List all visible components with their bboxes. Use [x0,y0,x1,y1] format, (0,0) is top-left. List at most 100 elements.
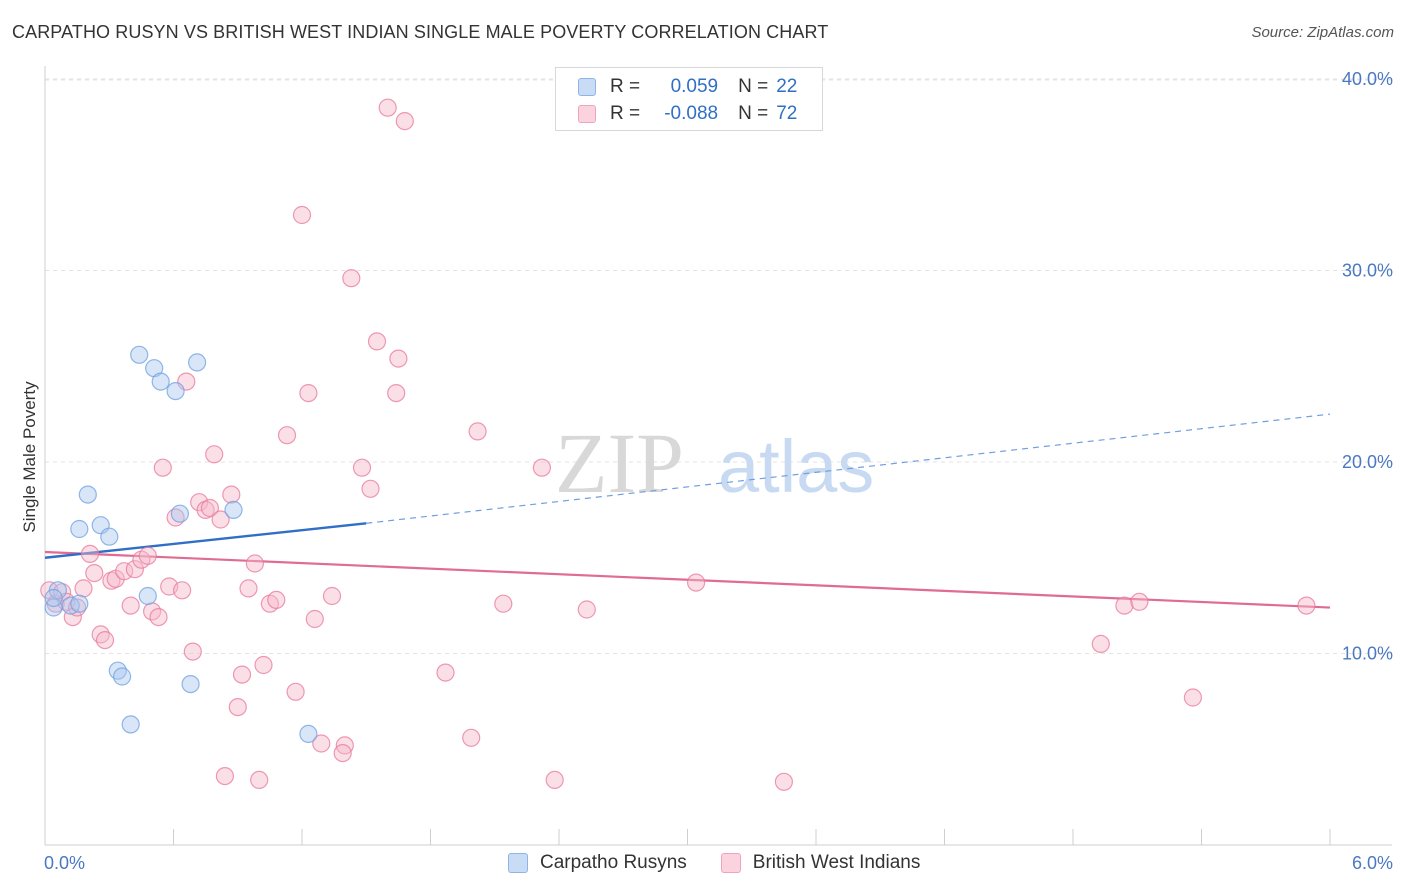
point-british-west-indians-23 [173,581,192,600]
point-british-west-indians-67 [1091,634,1110,654]
point-british-west-indians-30 [211,510,230,529]
point-british-west-indians-6 [74,579,93,598]
point-british-west-indians-35 [239,579,258,598]
point-carpatho-rusyns-18 [181,674,200,694]
point-british-west-indians-55 [387,384,406,403]
point-british-west-indians-41 [277,426,297,445]
point-carpatho-rusyns-8 [130,345,149,364]
point-british-west-indians-36 [245,554,264,573]
point-carpatho-rusyns-5 [70,519,89,539]
point-carpatho-rusyns-13 [170,504,189,523]
legend-row-carpatho: R = 0.059 N = 22 [578,75,797,99]
point-british-west-indians-46 [312,734,331,753]
point-british-west-indians-49 [333,743,352,763]
point-british-west-indians-43 [292,205,312,225]
point-carpatho-rusyns-20 [299,724,318,744]
n-label: N = [738,103,769,124]
point-carpatho-rusyns-14 [224,500,243,519]
point-british-west-indians-50 [342,269,361,288]
legend-swatch-carpatho [578,78,596,96]
point-british-west-indians-68 [1115,596,1134,615]
n-value: 22 [776,76,798,97]
r-value: -0.088 [664,103,719,124]
point-british-west-indians-53 [367,332,387,351]
point-british-west-indians-34 [232,665,252,684]
legend-label-british-west-indians: British West Indians [752,852,921,873]
y-tick-label-10: 10.0% [1342,644,1393,664]
point-british-west-indians-63 [545,770,564,790]
point-british-west-indians-71 [1297,596,1316,615]
point-british-west-indians-62 [532,458,552,477]
r-label: R = [610,76,641,97]
source-label: Source: ZipAtlas.com [1251,24,1394,41]
point-british-west-indians-37 [250,770,269,790]
point-british-west-indians-7 [80,544,100,564]
watermark-zip: ZIP [555,415,684,511]
point-british-west-indians-70 [1183,688,1203,707]
point-british-west-indians-10 [95,630,115,650]
point-carpatho-rusyns-15 [138,586,157,606]
stats-legend: R = 0.059 N = 22 R = -0.088 N = 72 [555,67,823,131]
point-british-west-indians-51 [352,458,372,477]
point-carpatho-rusyns-11 [166,382,185,401]
point-british-west-indians-47 [322,586,342,606]
y-tick-label-30: 30.0% [1342,261,1393,281]
series-legend: Carpatho Rusyns British West Indians [508,852,920,874]
y-axis-label: Single Male Poverty [20,381,39,533]
point-british-west-indians-66 [774,772,794,791]
legend-swatch-british-west-indians [720,853,741,873]
point-british-west-indians-17 [138,546,157,565]
point-british-west-indians-58 [436,663,455,682]
point-british-west-indians-29 [205,445,224,464]
point-carpatho-rusyns-3 [70,594,89,613]
point-british-west-indians-33 [228,697,247,717]
x-tick-label-max: 6.0% [1352,853,1393,873]
n-value: 72 [776,103,798,124]
y-tick-labels: 10.0% 20.0% 30.0% 40.0% [1342,69,1393,664]
trend-extension-carpatho-rusyns [366,413,1331,524]
x-tick-labels: 0.0% 6.0% [44,853,1393,873]
point-carpatho-rusyns-19 [121,715,140,734]
point-carpatho-rusyns-4 [78,485,97,504]
point-british-west-indians-57 [395,111,414,131]
point-carpatho-rusyns-21 [44,588,63,608]
point-british-west-indians-20 [153,458,172,477]
x-tick-label-min: 0.0% [44,853,85,873]
legend-row-bwi: R = -0.088 N = 72 [578,102,797,126]
point-british-west-indians-45 [305,609,324,629]
axes [44,66,1392,846]
point-british-west-indians-15 [125,560,144,579]
point-british-west-indians-32 [222,485,241,504]
y-tick-label-20: 20.0% [1342,452,1393,472]
point-carpatho-rusyns-10 [151,372,170,391]
point-british-west-indians-69 [1130,592,1149,611]
point-british-west-indians-14 [121,596,140,615]
point-carpatho-rusyns-17 [112,667,132,686]
point-british-west-indians-61 [494,594,513,613]
point-british-west-indians-64 [577,600,596,619]
point-british-west-indians-40 [267,590,286,610]
point-british-west-indians-54 [378,98,397,117]
point-british-west-indians-60 [468,422,487,441]
watermark-atlas: atlas [718,425,874,508]
legend-swatch-carpatho-rusyns [508,853,528,873]
point-british-west-indians-8 [85,563,104,583]
r-value: 0.059 [670,76,719,97]
legend-swatch-bwi [578,105,596,123]
point-british-west-indians-42 [286,682,305,701]
point-british-west-indians-38 [254,655,273,675]
point-british-west-indians-59 [462,728,481,747]
point-british-west-indians-28 [200,498,219,518]
point-carpatho-rusyns-7 [100,527,119,546]
data-points [40,98,1316,791]
point-british-west-indians-65 [686,573,706,592]
chart-title: CARPATHO RUSYN VS BRITISH WEST INDIAN SI… [12,22,829,42]
point-british-west-indians-56 [389,349,408,368]
legend-label-carpatho-rusyns: Carpatho Rusyns [540,852,687,873]
point-british-west-indians-44 [299,384,318,403]
n-label: N = [738,76,769,97]
point-carpatho-rusyns-12 [188,353,207,372]
point-british-west-indians-31 [215,766,234,786]
y-tick-label-40: 40.0% [1342,69,1393,89]
